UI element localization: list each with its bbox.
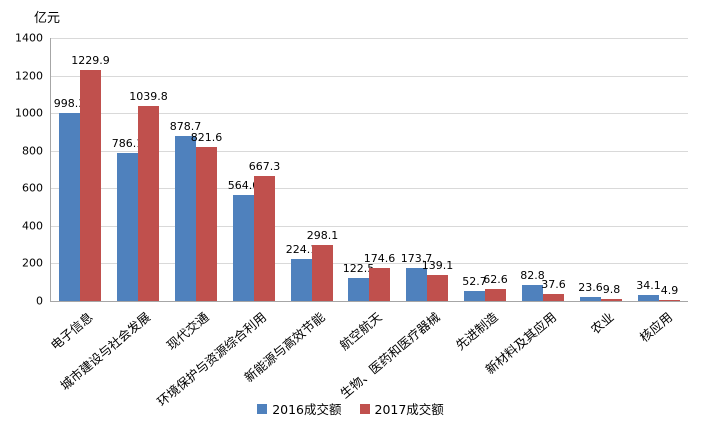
y-axis-tick-label: 400	[22, 219, 43, 233]
legend: 2016成交额 2017成交额	[0, 399, 701, 418]
gridline	[51, 225, 688, 227]
bar-value-label: 173.7	[400, 252, 433, 265]
legend-label-2016: 2016成交额	[272, 402, 342, 417]
bar-series-0-cat-6	[406, 268, 427, 301]
bar-value-label: 298.1	[306, 229, 339, 242]
bar-series-0-cat-5	[348, 278, 369, 301]
bar-value-label: 564.0	[227, 179, 260, 192]
bar-value-label: 821.6	[190, 131, 223, 144]
plot-area: 0 200 400 600 800 1000 1200 1400 998.3 786.1 878.7…	[15, 32, 688, 308]
bar-series-1-cat-9	[601, 299, 622, 301]
y-axis-tick-label: 600	[22, 181, 43, 195]
bar-value-label: 4.9	[660, 284, 679, 297]
y-axis-tick-label: 1200	[15, 69, 43, 83]
gridline	[51, 113, 688, 115]
bar-series-0-cat-1	[117, 153, 138, 301]
bar-value-label: 62.6	[483, 273, 508, 286]
bar-series-1-cat-0	[80, 70, 101, 301]
x-axis-category-label: 核应用	[636, 309, 675, 345]
x-axis-category-label: 先进制造	[452, 309, 501, 353]
bar-series-1-cat-10	[659, 300, 680, 301]
bar-value-label: 174.6	[363, 252, 396, 265]
bar-value-label: 1229.9	[71, 54, 110, 67]
bar-value-label: 224.1	[285, 243, 318, 256]
gridline	[51, 188, 688, 190]
bar-value-label: 139.1	[421, 259, 454, 272]
bar-value-label: 82.8	[520, 269, 545, 282]
bar-value-label: 23.6	[578, 281, 603, 294]
y-axis-tick-label: 0	[36, 294, 43, 308]
legend-label-2017: 2017成交额	[374, 402, 444, 417]
bar-series-0-cat-7	[464, 291, 485, 301]
x-axis-category-label: 电子信息	[47, 309, 96, 353]
bar-series-0-cat-0	[59, 113, 80, 301]
bar-value-label: 667.3	[248, 160, 281, 173]
bar-series-0-cat-10	[638, 295, 659, 301]
bar-series-1-cat-7	[485, 289, 506, 301]
x-axis-category-label: 生物、医药和医疗器械	[337, 309, 443, 402]
y-axis-tick-label: 1000	[15, 106, 43, 120]
legend-swatch-2017-icon	[359, 403, 370, 414]
x-axis-category-label: 航空航天	[337, 309, 386, 353]
bar-value-label: 122.5	[342, 262, 375, 275]
x-axis-category-label: 现代交通	[163, 309, 212, 353]
gridline	[51, 38, 688, 39]
gridline	[51, 263, 688, 265]
bar-series-0-cat-8	[522, 285, 543, 301]
bar-value-label: 52.7	[462, 275, 487, 288]
bar-value-label: 1039.8	[129, 90, 168, 103]
bar-series-0-cat-3	[233, 195, 254, 301]
bar-value-label: 786.1	[111, 137, 144, 150]
bar-value-label: 34.1	[636, 279, 661, 292]
bar-series-1-cat-5	[369, 268, 390, 301]
y-axis-unit-label: 亿元	[34, 11, 61, 26]
gridline	[51, 150, 688, 152]
legend-item-2016: 2016成交额	[257, 399, 342, 418]
bar-series-1-cat-8	[543, 294, 564, 301]
legend-item-2017: 2017成交额	[359, 399, 444, 418]
y-axis-tick-label: 1400	[15, 31, 43, 45]
bar-series-0-cat-9	[580, 297, 601, 301]
gridline	[51, 75, 688, 77]
bar-series-1-cat-3	[254, 176, 275, 301]
bar-value-label: 878.7	[169, 120, 202, 133]
legend-swatch-2016-icon	[257, 403, 268, 414]
bar-value-label: 37.6	[541, 278, 566, 291]
x-axis-category-label: 农业	[587, 309, 617, 337]
y-axis-tick-label: 200	[22, 256, 43, 270]
bar-series-1-cat-1	[138, 106, 159, 301]
bar-series-1-cat-2	[196, 147, 217, 301]
bar-series-0-cat-4	[291, 259, 312, 301]
bar-value-label: 998.3	[53, 97, 86, 110]
y-axis-tick-label: 800	[22, 144, 43, 158]
bar-series-0-cat-2	[175, 136, 196, 301]
x-axis-labels: 电子信息 城市建设与社会发展 现代交通 环境保护与资源综合利用 新能源与高效节能 航空航天…	[48, 305, 688, 409]
bar-series-1-cat-6	[427, 275, 448, 301]
bar-series-1-cat-4	[312, 245, 333, 301]
bar-value-label: 9.8	[602, 283, 621, 296]
